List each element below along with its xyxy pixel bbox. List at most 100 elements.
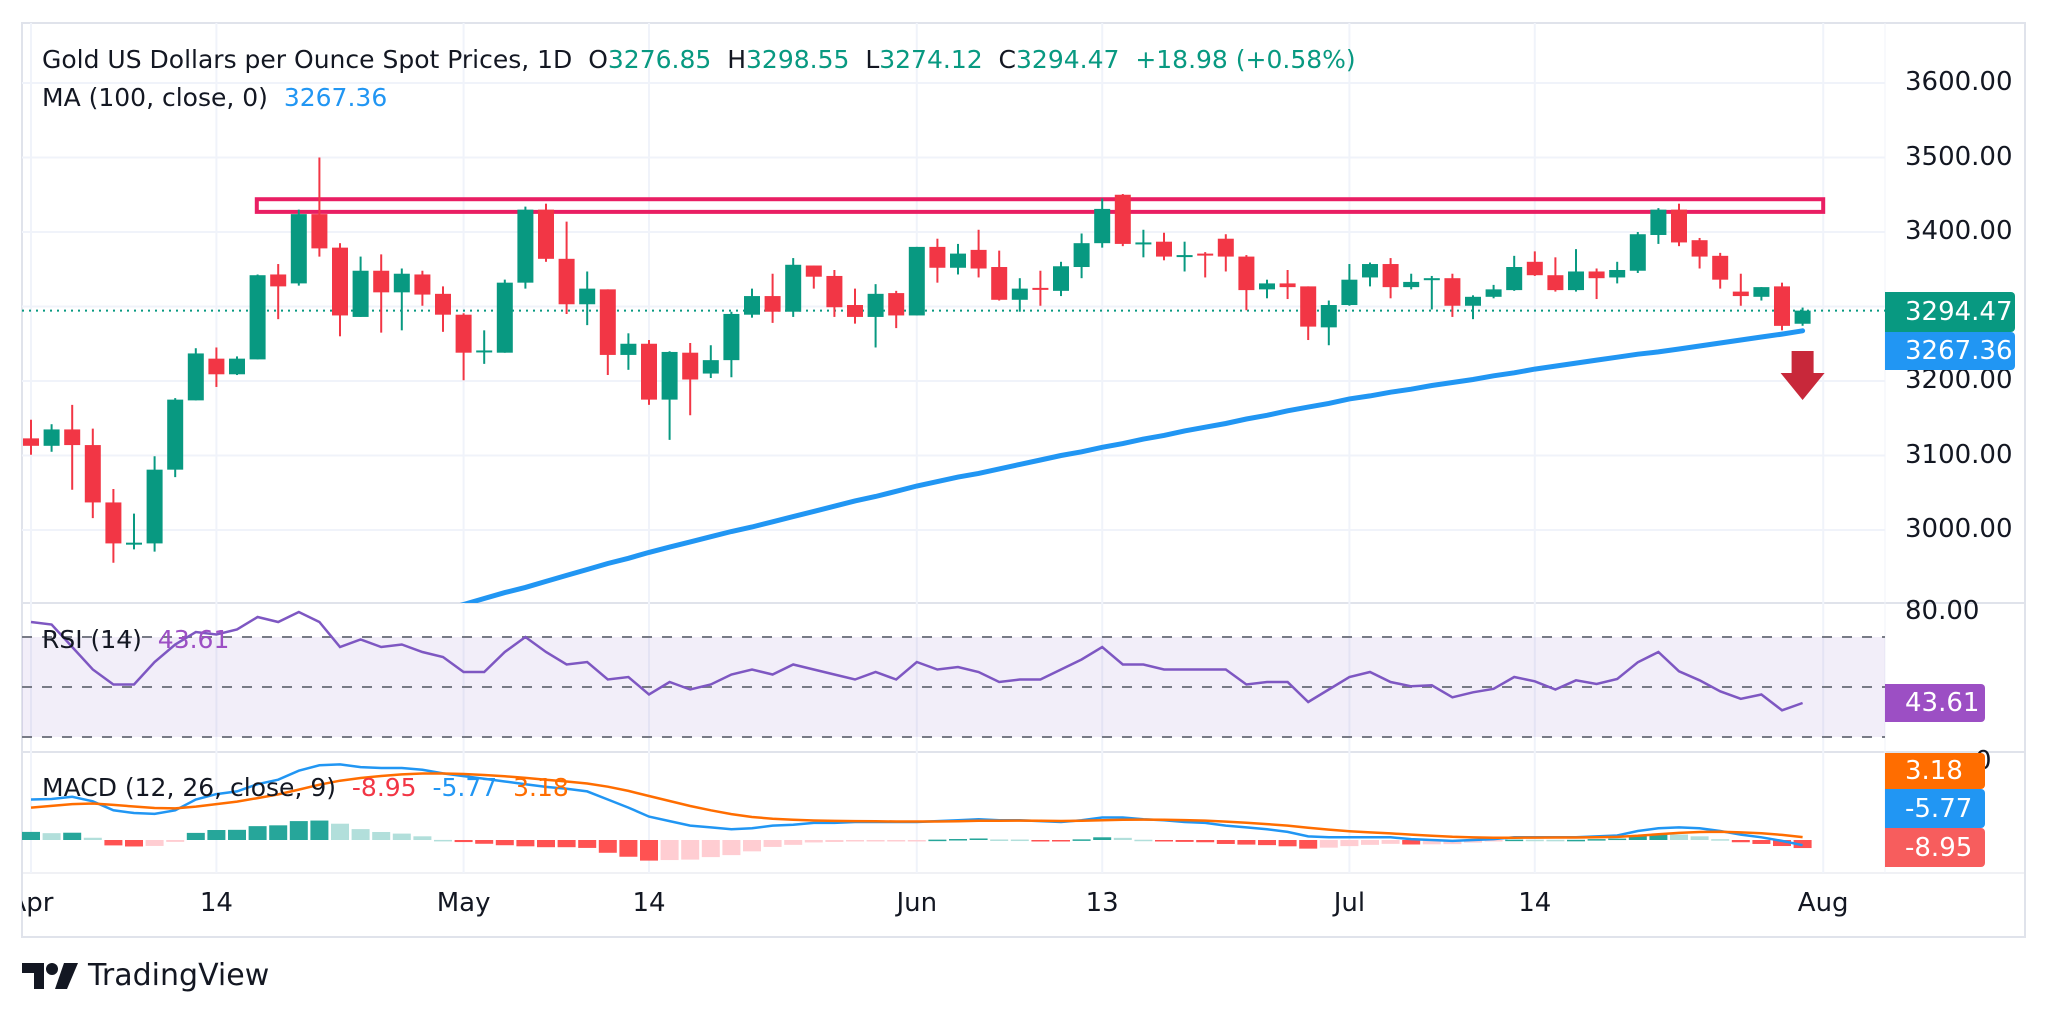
vertical-gridlines (30, 23, 1825, 873)
candle (558, 221, 575, 314)
candle-body (1691, 240, 1708, 257)
candle-body (1217, 238, 1234, 257)
candle (1423, 275, 1440, 310)
macd-histogram-bar (1134, 839, 1153, 842)
candle (105, 489, 122, 563)
candle (167, 398, 184, 478)
candle-body (1568, 271, 1584, 291)
date-tick-label: Jul (1333, 888, 1366, 918)
macd-histogram-bar (1670, 834, 1688, 840)
candle (1403, 273, 1420, 290)
candle (1320, 300, 1337, 346)
candle-body (517, 209, 534, 283)
price-tick-label: 3100.00 (1905, 439, 2013, 470)
candle-body (661, 351, 678, 400)
date-tick-label: 14 (632, 888, 666, 918)
macd-histogram-bar (990, 839, 1009, 841)
macd-histogram-bar (866, 840, 885, 842)
candle-body (1465, 296, 1481, 306)
candle-body (352, 270, 369, 317)
macd-value: -5.77 (432, 773, 498, 802)
price-tick-label: 3400.00 (1905, 216, 2013, 246)
candle (1465, 295, 1481, 320)
candle (991, 250, 1008, 301)
candle-body (579, 288, 596, 305)
open-label: O (588, 45, 608, 74)
symbol-legend: Gold US Dollars per Ounce Spot Prices, 1… (42, 45, 1356, 75)
macd-histogram-bar (310, 820, 329, 840)
macd-histogram-bar (22, 831, 40, 840)
candle-body (702, 360, 719, 374)
candle-body (1279, 283, 1296, 288)
candle (1156, 232, 1172, 261)
macd-pane (22, 763, 1812, 861)
candle-body (1423, 278, 1440, 281)
macd-histogram-bar (804, 840, 823, 843)
macd-histogram-bar (1093, 837, 1112, 840)
candle-body (991, 267, 1008, 300)
macd-histogram-bar (1546, 839, 1565, 842)
candle-body (476, 350, 493, 353)
candle (496, 279, 513, 353)
macd-histogram-bar (825, 840, 844, 842)
candle (1073, 233, 1090, 279)
low-label: L (865, 45, 880, 74)
macd-histogram-bar (1175, 840, 1194, 842)
macd-histogram-bar (269, 825, 288, 840)
macd-histogram-bar (83, 837, 102, 840)
candle-body (641, 343, 657, 400)
tradingview-logo-icon (22, 962, 78, 989)
macd-histogram-bar (413, 836, 432, 840)
macd-histogram-bar (166, 840, 185, 842)
macd-histogram-bar (1381, 840, 1400, 844)
candle (1568, 249, 1584, 292)
macd-histogram-bar (1258, 840, 1276, 846)
macd-histogram-bar (598, 840, 617, 853)
candle-body (723, 313, 740, 361)
macd-histogram-bar (949, 839, 967, 841)
tradingview-logo[interactable]: TradingView (22, 958, 269, 993)
macd-histogram-bar (434, 839, 452, 842)
macd-histogram-bar (1319, 840, 1338, 848)
last-price-tag: 3294.47 (1885, 292, 2015, 332)
candle (393, 268, 410, 331)
tradingview-wordmark: TradingView (88, 958, 270, 993)
candle (538, 203, 554, 262)
macd-histogram-bar (1237, 840, 1256, 845)
candle-body (393, 273, 410, 293)
candle (579, 271, 596, 326)
close-label: C (998, 45, 1017, 74)
candle-body (1135, 242, 1152, 245)
macd-histogram-bar (1711, 839, 1730, 841)
candle (64, 404, 81, 490)
candle (414, 270, 431, 306)
candle-body (332, 247, 348, 316)
candle (702, 345, 719, 379)
candle-body (847, 305, 863, 317)
candle (332, 243, 348, 337)
candle (1547, 257, 1564, 292)
candle-body (867, 293, 884, 317)
candle (847, 288, 863, 324)
candle (23, 419, 39, 455)
macd-histogram-bar (743, 840, 761, 852)
macd-histogram-bar (145, 840, 164, 846)
macd-histogram-bar (248, 826, 267, 840)
time-axis[interactable]: Apr 14 May 14 Jun 13 Jul 14 Aug (22, 0, 1885, 1018)
candle (43, 424, 60, 452)
chart-frame (21, 22, 2026, 938)
macd-histogram-bar (392, 833, 411, 840)
macd-histogram-bar (289, 821, 308, 840)
candle-body (1753, 287, 1770, 297)
candle (249, 274, 266, 360)
macd-histogram-bar (660, 840, 679, 861)
rsi-label: RSI (14) (42, 625, 142, 654)
macd-histogram-bar (1402, 840, 1421, 845)
macd-histogram-bar (1052, 840, 1070, 842)
high-label: H (727, 45, 747, 74)
macd-histogram-bar (1216, 840, 1235, 844)
candle (455, 313, 472, 381)
candle (1753, 287, 1770, 301)
macd-histogram-bar (1278, 840, 1297, 847)
